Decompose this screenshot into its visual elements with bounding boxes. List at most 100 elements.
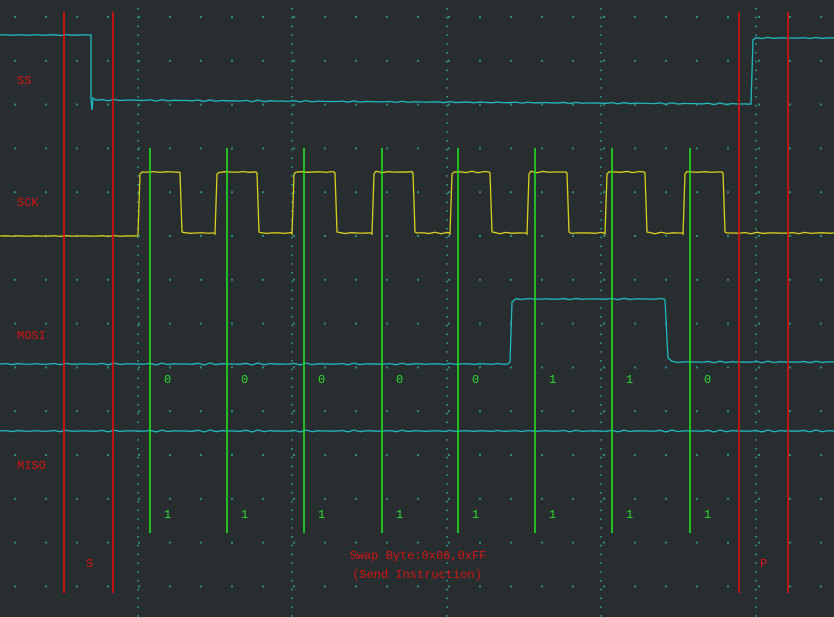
grid-tick [755, 439, 757, 441]
grid-tick [446, 219, 448, 221]
grid-tick [755, 148, 757, 151]
grid-dot [448, 454, 450, 456]
grid-tick [446, 509, 448, 512]
grid-tick [291, 254, 293, 256]
grid-dot [293, 541, 295, 544]
miso-bit-value: 1 [318, 508, 326, 522]
grid-tick [137, 166, 139, 168]
grid-tick [137, 395, 139, 397]
grid-tick [755, 166, 757, 168]
grid-dot [758, 410, 760, 413]
grid-dot [665, 191, 667, 194]
grid-tick [600, 166, 602, 168]
grid-dot [169, 235, 171, 237]
grid-tick [600, 280, 602, 283]
grid-dot [634, 278, 636, 281]
grid-tick [137, 184, 139, 186]
grid-dot [696, 191, 698, 194]
sck-label: SCK [17, 196, 39, 210]
grid-dot [510, 454, 512, 456]
grid-dot [510, 235, 512, 237]
grid-dot [727, 366, 729, 369]
grid-tick [446, 148, 448, 151]
grid-tick [600, 483, 602, 485]
grid-dot [293, 235, 295, 237]
grid-tick [600, 527, 602, 529]
grid-dot [231, 585, 233, 588]
grid-tick [291, 192, 293, 195]
grid-dot [169, 585, 171, 588]
grid-tick [291, 131, 293, 133]
grid-dot [231, 191, 233, 194]
grid-tick [755, 518, 757, 520]
grid-dot [200, 59, 202, 62]
grid-tick [291, 210, 293, 212]
grid-tick [755, 16, 757, 19]
grid-tick [137, 518, 139, 520]
grid-dot [448, 278, 450, 281]
grid-tick [755, 580, 757, 582]
grid-dot [510, 191, 512, 194]
grid-dot [231, 497, 233, 500]
grid-tick [137, 492, 139, 494]
grid-tick [755, 333, 757, 336]
grid-tick [291, 34, 293, 36]
grid-tick [137, 157, 139, 160]
grid-tick [755, 52, 757, 54]
grid-dot [355, 147, 357, 150]
grid-dot [603, 585, 605, 588]
miso-bit-value: 1 [472, 508, 480, 522]
grid-dot [572, 16, 574, 18]
grid-dot [758, 366, 760, 369]
grid-tick [291, 588, 293, 591]
grid-dot [138, 585, 140, 588]
grid-dot [696, 585, 698, 588]
grid-tick [137, 606, 139, 608]
grid-tick [137, 553, 139, 556]
grid-tick [600, 96, 602, 98]
miso-bit-value: 1 [549, 508, 557, 522]
ss-label: SS [17, 74, 32, 88]
grid-tick [755, 236, 757, 239]
grid-tick [600, 113, 602, 116]
grid-tick [600, 597, 602, 600]
grid-dot [572, 59, 574, 62]
grid-dot [169, 191, 171, 194]
grid-dot [820, 103, 822, 106]
grid-dot [727, 191, 729, 194]
grid-tick [755, 404, 757, 406]
grid-dot [76, 191, 78, 194]
grid-tick [600, 368, 602, 371]
grid-tick [291, 184, 293, 186]
grid-tick [291, 78, 293, 80]
grid-tick [446, 228, 448, 230]
grid-dot [479, 410, 481, 413]
grid-dot [45, 59, 47, 62]
grid-dot [758, 322, 760, 325]
grid-tick [446, 483, 448, 485]
grid-tick [446, 157, 448, 160]
grid-tick [291, 333, 293, 336]
grid-tick [137, 52, 139, 54]
grid-dot [479, 541, 481, 544]
mosi-bit-value: 0 [164, 373, 172, 387]
grid-tick [755, 25, 757, 28]
grid-dot [107, 585, 109, 588]
grid-tick [291, 324, 293, 327]
grid-tick [291, 316, 293, 318]
grid-tick [600, 544, 602, 547]
grid-dot [45, 366, 47, 369]
grid-dot [479, 16, 481, 18]
grid-tick [755, 474, 757, 476]
grid-dot [603, 454, 605, 456]
grid-tick [137, 307, 139, 309]
grid-dot [603, 410, 605, 413]
grid-dot [45, 541, 47, 544]
grid-dot [820, 278, 822, 281]
grid-dot [820, 454, 822, 456]
grid-tick [446, 60, 448, 63]
grid-tick [755, 509, 757, 512]
grid-dot [758, 454, 760, 456]
grid-dot [479, 59, 481, 62]
grid-dot [603, 278, 605, 281]
